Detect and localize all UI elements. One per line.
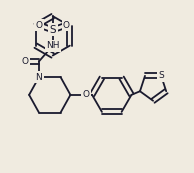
- Text: O: O: [63, 21, 70, 30]
- Text: S: S: [49, 25, 56, 35]
- Text: O: O: [83, 90, 90, 99]
- Text: S: S: [158, 71, 164, 80]
- Text: O: O: [36, 21, 42, 30]
- Text: NH: NH: [46, 41, 60, 50]
- Text: N: N: [36, 73, 42, 82]
- Text: O: O: [22, 57, 29, 66]
